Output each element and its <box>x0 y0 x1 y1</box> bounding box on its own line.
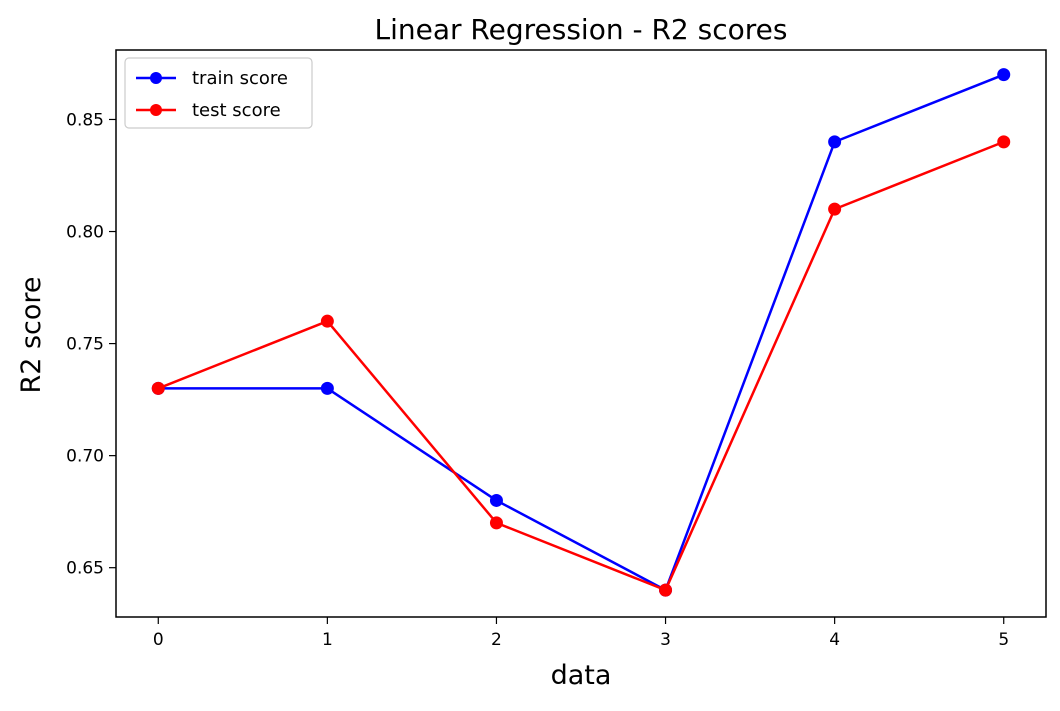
x-tick-label: 4 <box>829 630 840 650</box>
plot-frame <box>115 49 1047 618</box>
legend: train score test score <box>124 57 313 129</box>
train-score-point <box>489 493 503 507</box>
train-score-point <box>320 381 334 395</box>
y-tick-label: 0.65 <box>66 559 104 579</box>
y-tick-label: 0.80 <box>66 223 104 243</box>
y-axis-label: R2 score <box>16 276 47 393</box>
test-score-point <box>151 381 165 395</box>
x-tick-label: 3 <box>660 630 671 650</box>
x-tick-label: 5 <box>998 630 1009 650</box>
test-score-line <box>157 140 1005 592</box>
legend-train-label: train score <box>192 68 288 89</box>
x-tick-label: 0 <box>153 630 164 650</box>
x-tick-label: 1 <box>322 630 333 650</box>
legend-train-marker <box>150 72 162 84</box>
test-score-point <box>997 135 1011 149</box>
test-score-point <box>659 583 673 597</box>
train-score-line <box>158 73 1005 592</box>
y-tick-label: 0.70 <box>66 447 104 467</box>
chart-title: Linear Regression - R2 scores <box>375 13 788 46</box>
y-tick-label: 0.85 <box>66 110 104 130</box>
legend-test-label: test score <box>192 100 281 121</box>
test-score-point <box>828 202 842 216</box>
test-score-point <box>489 516 503 530</box>
plot-area <box>151 68 1011 597</box>
y-tick-label: 0.75 <box>66 335 104 355</box>
legend-test-marker <box>150 104 162 116</box>
test-score-point <box>320 314 334 328</box>
x-axis-label: data <box>551 660 612 691</box>
train-score-point <box>997 68 1011 82</box>
x-tick-label: 2 <box>491 630 502 650</box>
train-score-point <box>828 135 842 149</box>
